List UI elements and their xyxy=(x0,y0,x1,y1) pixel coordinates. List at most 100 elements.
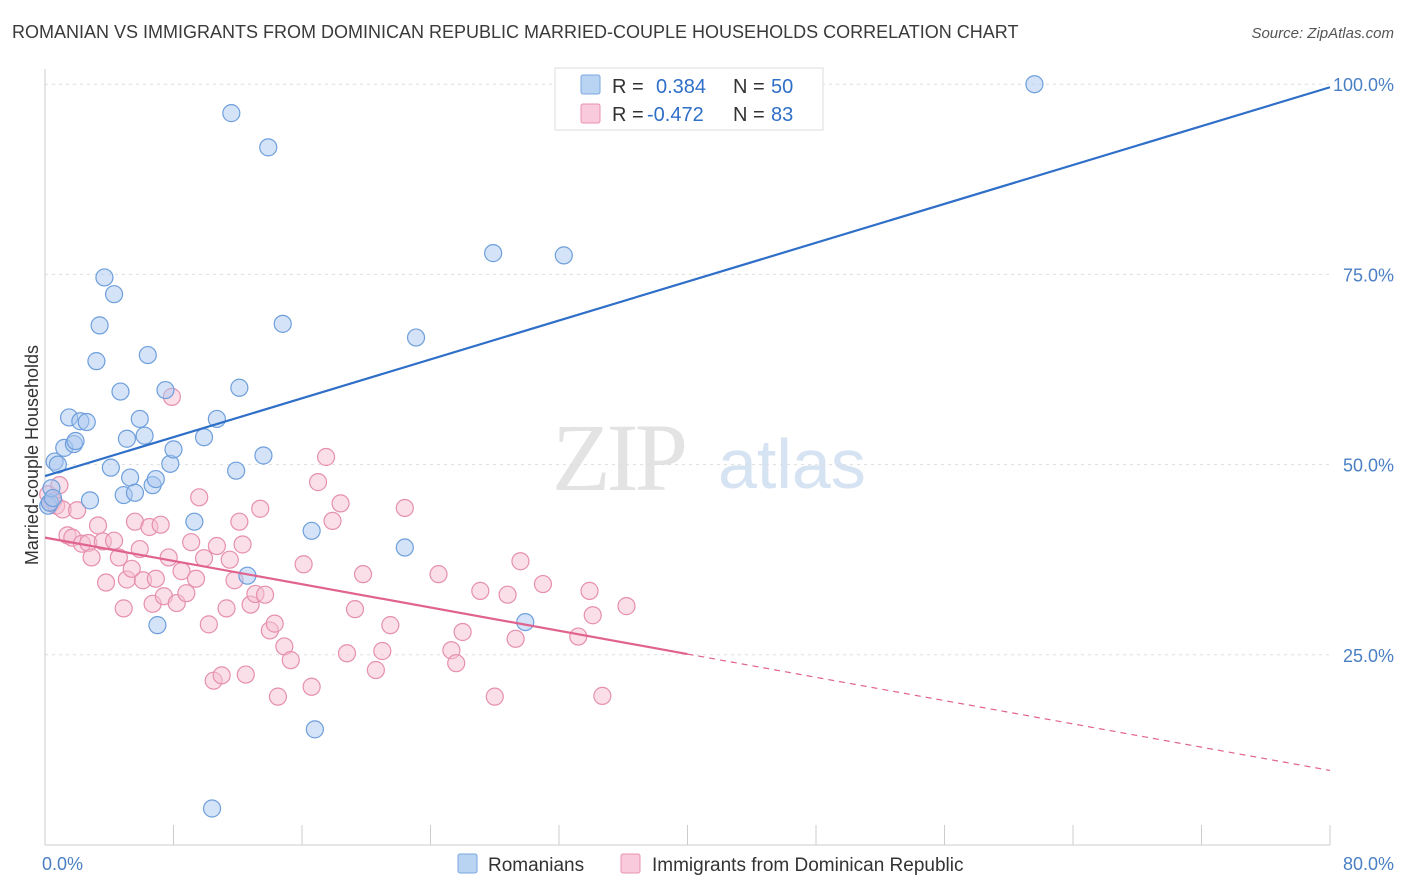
trendline-dominican xyxy=(44,536,688,656)
point-romanians xyxy=(273,314,292,333)
stats-r-value-romanians: 0.384 xyxy=(656,76,706,98)
point-dominican xyxy=(82,548,101,567)
trendlines xyxy=(44,86,1331,772)
point-romanians xyxy=(164,440,183,459)
point-dominican xyxy=(281,651,300,670)
point-romanians xyxy=(101,458,120,477)
point-dominican xyxy=(265,614,284,633)
point-romanians xyxy=(1025,75,1044,94)
point-dominican xyxy=(109,548,128,567)
chart-source: Source: ZipAtlas.com xyxy=(1251,25,1394,42)
point-romanians xyxy=(202,799,222,818)
point-dominican xyxy=(190,488,209,507)
point-romanians xyxy=(227,461,246,480)
point-dominican xyxy=(381,616,400,635)
point-romanians xyxy=(95,268,114,287)
x-tick-label: 0.0% xyxy=(42,854,83,874)
point-dominican xyxy=(186,569,206,588)
point-romanians xyxy=(130,409,149,429)
point-dominican xyxy=(217,599,236,618)
point-romanians xyxy=(254,446,273,465)
stats-legend: R = 0.384 N = 50 R = -0.472 N = 83 xyxy=(554,67,824,131)
y-tick-label: 75.0% xyxy=(1343,265,1394,285)
point-dominican xyxy=(177,584,196,603)
point-dominican xyxy=(146,569,165,588)
watermark-zip: ZIP xyxy=(552,404,685,511)
point-dominican xyxy=(268,687,288,706)
series-legend: Romanians Immigrants from Dominican Repu… xyxy=(457,853,964,876)
axes xyxy=(44,69,1331,846)
point-romanians xyxy=(104,285,124,304)
point-dominican xyxy=(199,615,218,634)
point-dominican xyxy=(114,599,133,618)
point-romanians xyxy=(484,244,503,263)
legend-swatch-romanians xyxy=(457,853,478,874)
point-romanians xyxy=(259,138,278,157)
point-romanians xyxy=(305,720,324,739)
stats-r-label-dominican: R = xyxy=(612,104,644,126)
point-romanians xyxy=(111,382,130,401)
point-dominican xyxy=(122,559,141,578)
legend-swatch-dominican xyxy=(620,853,641,874)
y-tick-label: 25.0% xyxy=(1343,646,1394,666)
stats-n-value-dominican: 83 xyxy=(771,104,793,126)
point-dominican xyxy=(294,555,313,574)
point-dominican xyxy=(182,533,201,552)
point-dominican xyxy=(220,550,239,569)
point-dominican xyxy=(302,677,321,696)
point-romanians xyxy=(125,483,145,502)
point-dominican xyxy=(230,512,249,531)
point-romanians xyxy=(135,426,154,445)
y-tick-label: 100.0% xyxy=(1333,75,1394,95)
point-dominican xyxy=(506,629,525,648)
stats-n-label-dominican: N = xyxy=(733,104,765,126)
point-romanians xyxy=(222,104,241,123)
point-romanians xyxy=(395,538,414,557)
point-dominican xyxy=(159,548,178,567)
trendline-dominican-extension xyxy=(687,653,1331,772)
point-dominican xyxy=(533,574,553,594)
point-dominican xyxy=(88,516,108,535)
stats-n-label-romanians: N = xyxy=(733,76,765,98)
point-dominican xyxy=(471,581,490,600)
point-dominican xyxy=(251,499,270,518)
legend-label-romanians: Romanians xyxy=(488,855,584,876)
point-dominican xyxy=(353,565,373,584)
stats-r-value-dominican: -0.472 xyxy=(647,104,704,126)
point-romanians xyxy=(148,616,167,635)
point-dominican xyxy=(236,665,255,684)
point-romanians xyxy=(156,380,175,400)
point-dominican xyxy=(308,473,328,492)
point-dominican xyxy=(395,498,414,518)
point-romanians xyxy=(516,612,535,632)
point-romanians xyxy=(43,488,63,508)
point-dominican xyxy=(366,660,385,680)
point-romanians xyxy=(66,431,85,451)
point-romanians xyxy=(185,512,204,531)
point-dominican xyxy=(233,535,252,554)
stats-n-value-romanians: 50 xyxy=(771,76,793,98)
point-dominican xyxy=(68,501,87,520)
watermark: ZIP atlas xyxy=(552,404,866,511)
stats-swatch-dominican xyxy=(580,103,601,124)
point-dominican xyxy=(337,644,357,663)
point-dominican xyxy=(331,494,350,513)
point-dominican xyxy=(447,654,466,673)
point-romanians xyxy=(90,316,109,335)
point-romanians xyxy=(554,246,573,265)
point-dominican xyxy=(569,627,588,646)
point-dominican xyxy=(194,549,214,568)
point-dominican xyxy=(151,515,170,534)
stats-r-label-romanians: R = xyxy=(612,76,644,98)
point-dominican xyxy=(429,565,448,584)
y-axis-label: Married-couple Households xyxy=(22,345,42,565)
point-dominican xyxy=(583,606,602,625)
x-tick-label: 80.0% xyxy=(1343,854,1394,874)
point-dominican xyxy=(212,666,231,685)
point-romanians xyxy=(80,491,100,510)
point-romanians xyxy=(230,378,249,397)
point-dominican xyxy=(316,447,336,467)
point-dominican xyxy=(255,585,275,604)
point-romanians xyxy=(77,412,96,432)
